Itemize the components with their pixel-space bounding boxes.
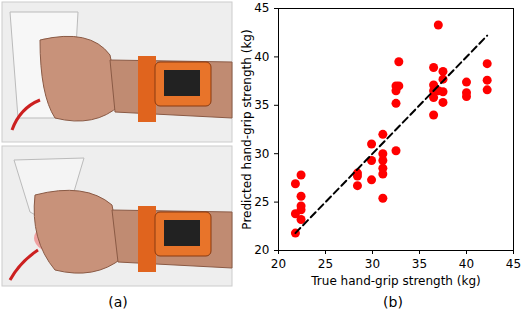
svg-text:45: 45 (506, 257, 521, 271)
svg-text:30: 30 (365, 257, 380, 271)
svg-text:30: 30 (254, 147, 269, 161)
svg-text:35: 35 (412, 257, 427, 271)
svg-text:25: 25 (318, 257, 333, 271)
svg-text:35: 35 (254, 98, 269, 112)
svg-text:45: 45 (254, 1, 269, 15)
svg-text:20: 20 (254, 243, 269, 257)
svg-text:20: 20 (271, 257, 286, 271)
svg-text:True hand-grip strength (kg): True hand-grip strength (kg) (310, 274, 480, 288)
svg-text:Predicted hand-grip strength (: Predicted hand-grip strength (kg) (240, 29, 254, 229)
svg-text:25: 25 (254, 195, 269, 209)
html-text:(b): (b) (383, 294, 403, 310)
html-text:(a): (a) (108, 294, 128, 310)
svg-text:40: 40 (459, 257, 474, 271)
svg-text:40: 40 (254, 50, 269, 64)
